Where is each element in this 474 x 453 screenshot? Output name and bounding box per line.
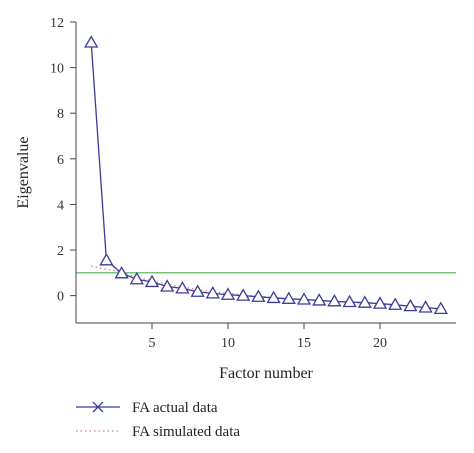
actual-data-point: [175, 281, 190, 294]
x-tick-label: 20: [373, 336, 387, 351]
actual-data-point: [296, 292, 312, 305]
legend-x-marker-icon: [92, 401, 104, 413]
actual-data-point: [84, 35, 99, 48]
x-tick-label: 5: [149, 336, 156, 351]
actual-data-point: [388, 297, 403, 310]
actual-data-point: [144, 274, 160, 288]
legend: FA actual data FA simulated data: [76, 400, 240, 440]
actual-data-point: [251, 289, 266, 302]
actual-data-point: [403, 298, 418, 312]
legend-entry-actual: FA actual data: [76, 400, 218, 416]
x-tick-label: 10: [221, 336, 235, 351]
actual-data-point: [190, 284, 205, 297]
actual-data-point: [281, 291, 296, 304]
y-tick-label: 0: [57, 290, 64, 305]
actual-data-point: [312, 293, 327, 306]
actual-data-point: [266, 290, 281, 304]
legend-label-actual: FA actual data: [132, 400, 218, 416]
actual-data-point: [236, 288, 251, 301]
actual-data-point: [114, 265, 129, 279]
actual-data-line: [90, 42, 441, 310]
y-tick-label: 2: [57, 244, 64, 259]
series-layer: [84, 35, 448, 315]
legend-entry-simulated: FA simulated data: [76, 424, 240, 440]
actual-data-point: [160, 279, 175, 292]
actual-data-point: [220, 287, 236, 300]
y-tick-label: 10: [50, 62, 64, 77]
x-tick-label: 15: [297, 336, 311, 351]
y-axis-label: Eigenvalue: [15, 137, 32, 209]
y-tick-label: 6: [57, 153, 64, 168]
actual-data-point: [327, 294, 342, 307]
actual-data-point: [205, 286, 220, 299]
y-tick-label: 4: [57, 198, 64, 213]
actual-data-point: [418, 300, 433, 313]
y-tick-label: 8: [57, 107, 64, 122]
x-axis-label: Factor number: [219, 365, 313, 382]
y-tick-label: 12: [50, 16, 64, 31]
legend-label-simulated: FA simulated data: [132, 424, 240, 440]
actual-data-point: [372, 296, 388, 309]
actual-data-point: [99, 252, 114, 266]
actual-data-point: [342, 294, 357, 308]
axes: 0 2 4 6 8 10 12 5 10 15 20: [50, 16, 456, 351]
actual-data-point: [129, 271, 144, 285]
actual-data-point: [433, 301, 448, 315]
actual-data-point: [357, 295, 372, 308]
